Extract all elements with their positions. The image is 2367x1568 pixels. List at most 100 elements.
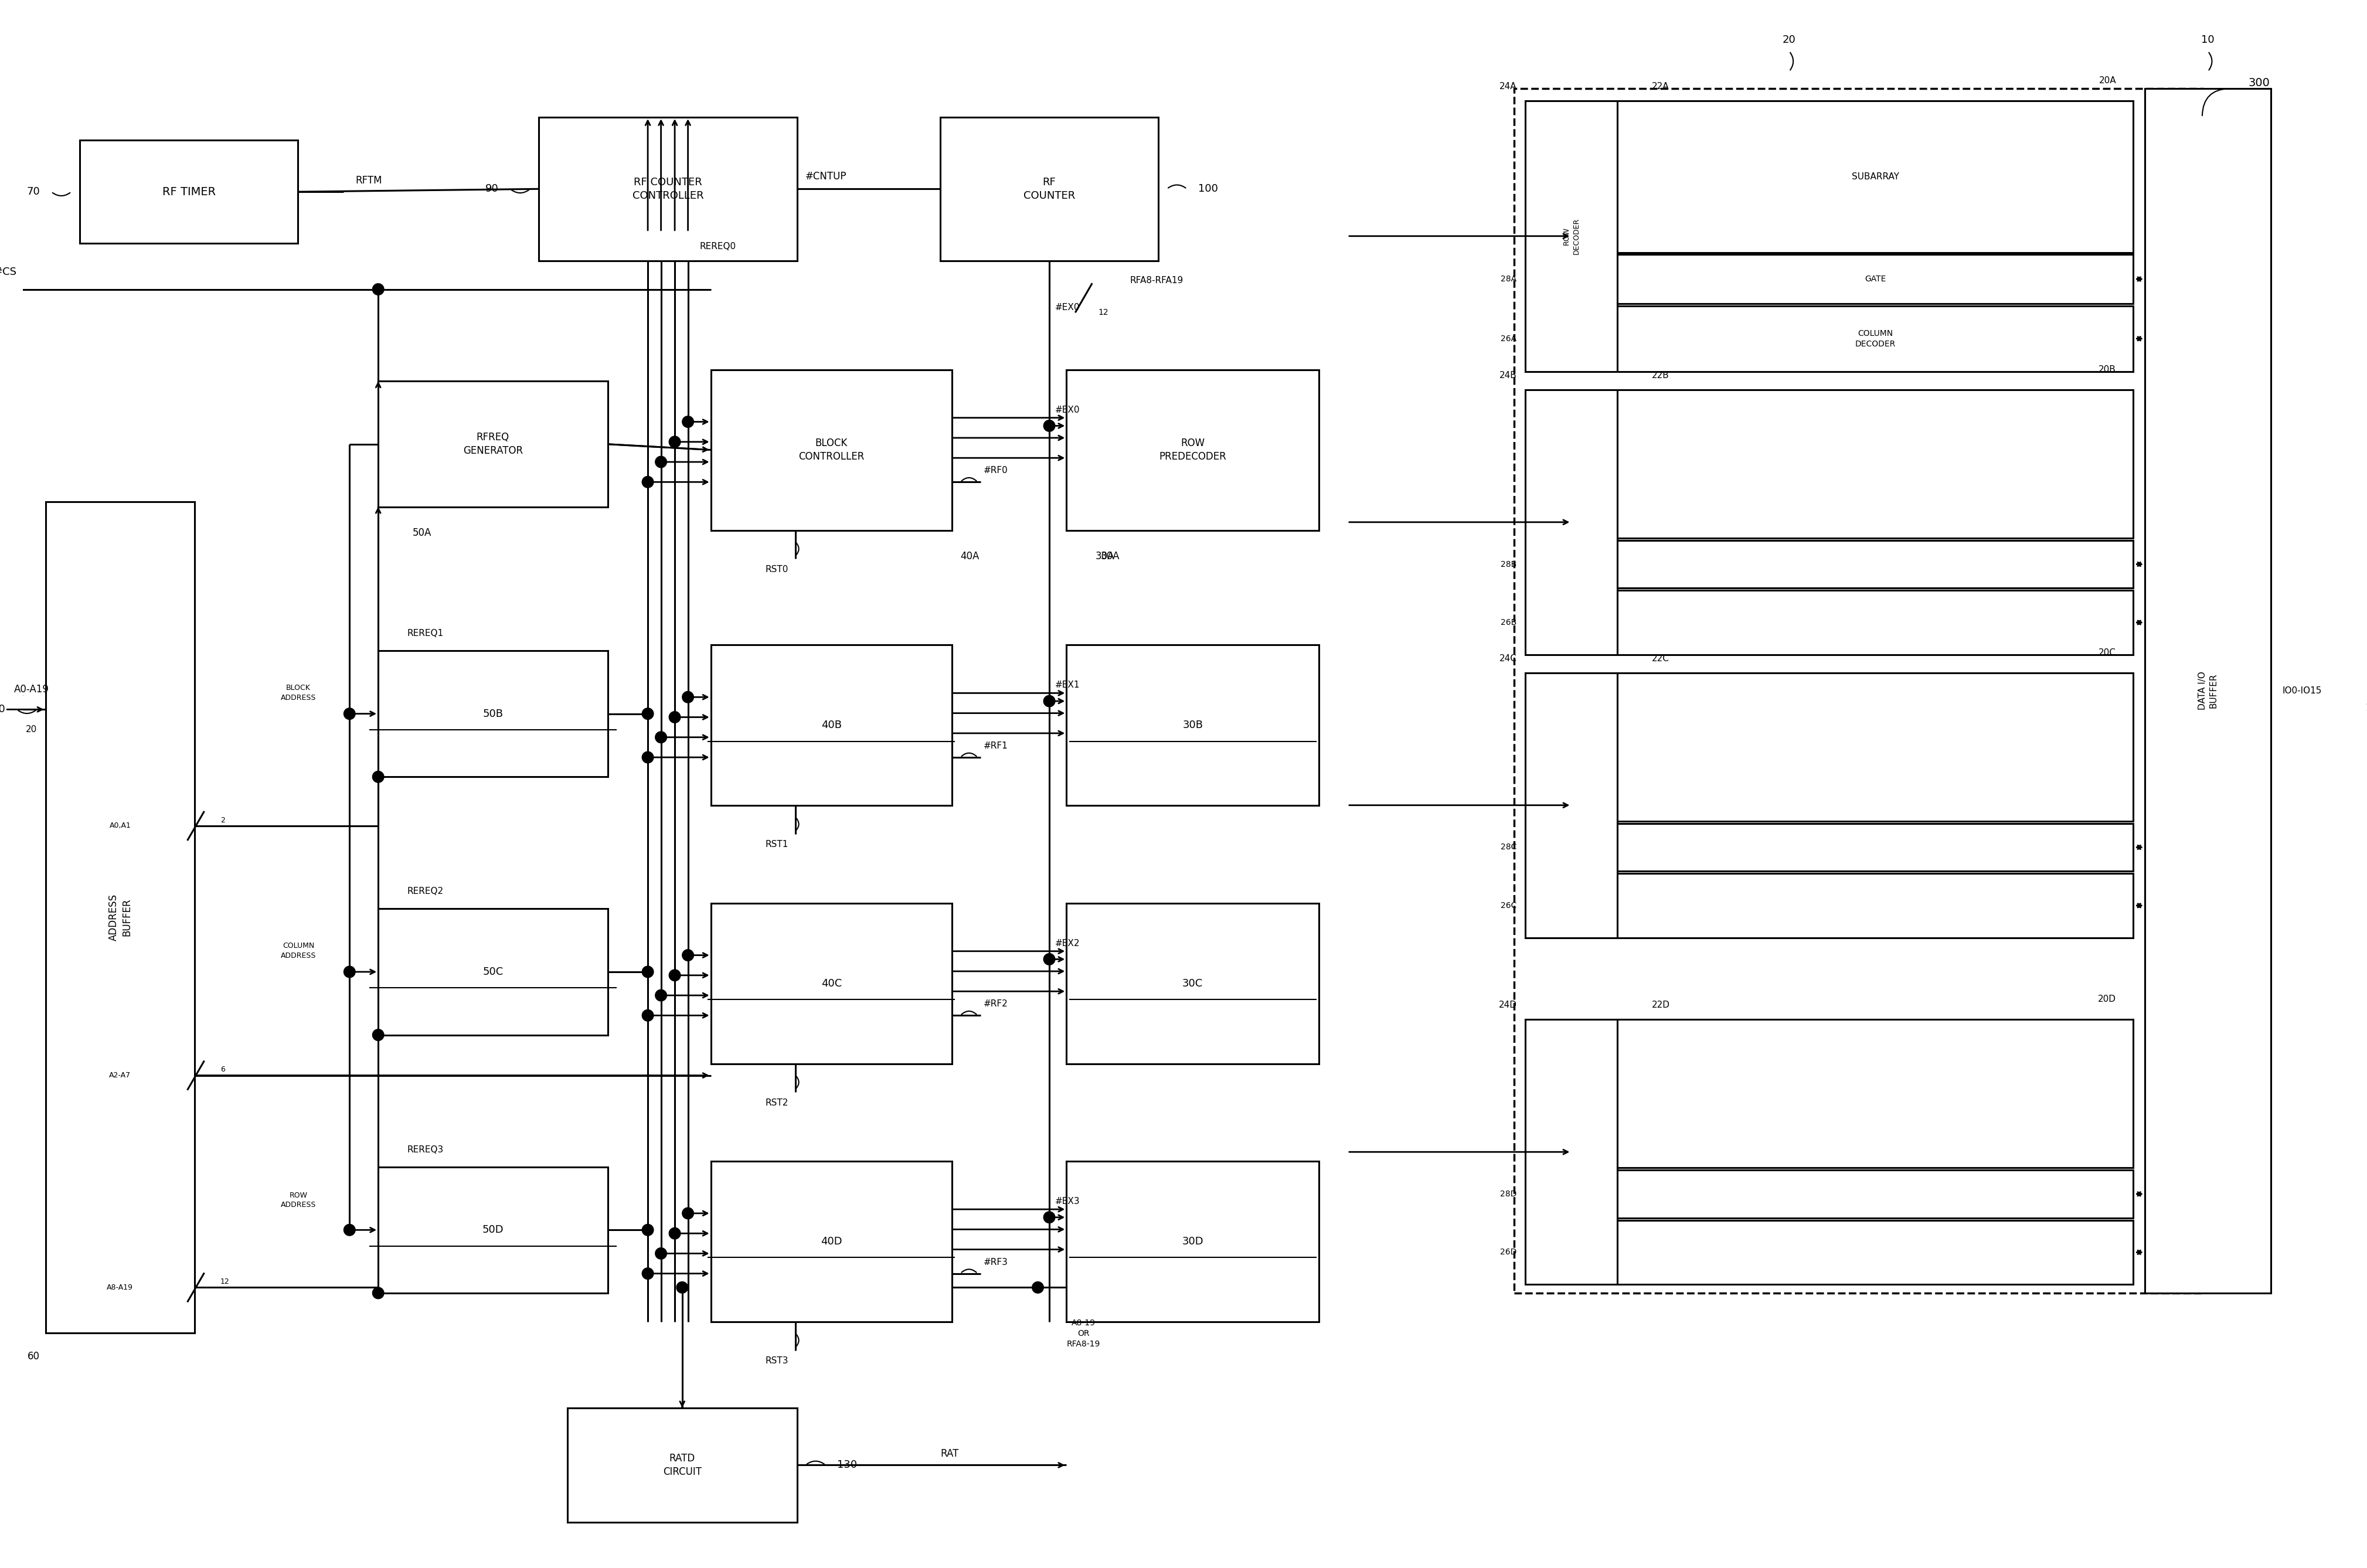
Bar: [1617, 390, 2133, 538]
Text: 28D: 28D: [1501, 1190, 1517, 1198]
Text: 28A: 28A: [1501, 274, 1517, 284]
Text: ROW
DECODER: ROW DECODER: [1562, 218, 1579, 254]
Circle shape: [682, 1207, 694, 1218]
Circle shape: [1044, 1212, 1056, 1223]
Bar: [1524, 100, 1617, 372]
Circle shape: [372, 1029, 383, 1041]
Circle shape: [670, 969, 679, 982]
Text: 20: 20: [1782, 34, 1797, 45]
Text: 50D: 50D: [483, 1225, 504, 1236]
Circle shape: [682, 691, 694, 702]
Text: 20: 20: [26, 724, 38, 734]
Text: BLOCK
CONTROLLER: BLOCK CONTROLLER: [798, 437, 864, 463]
Text: REREQ0: REREQ0: [698, 241, 736, 251]
Text: 2: 2: [220, 817, 225, 823]
Text: 70: 70: [26, 187, 40, 198]
Text: #EX3: #EX3: [1056, 1196, 1079, 1206]
Text: 22B: 22B: [1652, 372, 1669, 379]
Text: 300: 300: [2249, 77, 2270, 88]
Circle shape: [372, 771, 383, 782]
Text: REREQ2: REREQ2: [407, 887, 443, 895]
Circle shape: [372, 1287, 383, 1298]
Text: SUBARRAY: SUBARRAY: [1851, 172, 1898, 180]
Text: 26C: 26C: [1501, 902, 1517, 909]
Circle shape: [343, 966, 355, 977]
Text: ROW
PREDECODER: ROW PREDECODER: [1160, 437, 1226, 463]
Text: #EX0: #EX0: [1056, 406, 1079, 414]
Text: DATA I/O
BUFFER: DATA I/O BUFFER: [2199, 671, 2218, 710]
Text: IO0-IO15: IO0-IO15: [2282, 687, 2322, 695]
Text: RAT: RAT: [940, 1449, 959, 1458]
Circle shape: [641, 709, 653, 720]
Circle shape: [1044, 420, 1056, 431]
Bar: [1617, 673, 2133, 822]
Bar: [379, 1167, 608, 1294]
Text: 24C: 24C: [1498, 654, 1517, 663]
Text: 50C: 50C: [483, 966, 504, 977]
Text: 12: 12: [220, 1278, 230, 1286]
Bar: [940, 118, 1157, 260]
Text: #RF3: #RF3: [982, 1258, 1008, 1267]
Text: 20D: 20D: [2097, 996, 2116, 1004]
Text: 30C: 30C: [1184, 978, 1202, 988]
Bar: [1524, 390, 1617, 655]
Text: RFA8-RFA19: RFA8-RFA19: [1129, 276, 1184, 285]
Bar: [45, 502, 194, 1333]
Text: 26B: 26B: [1501, 618, 1517, 627]
Circle shape: [682, 950, 694, 961]
Text: 20A: 20A: [2100, 77, 2116, 85]
Text: 30D: 30D: [1181, 1236, 1202, 1247]
Text: 28B: 28B: [1501, 560, 1517, 568]
Text: 26D: 26D: [1501, 1248, 1517, 1256]
Text: 22D: 22D: [1652, 1000, 1669, 1010]
Text: 30B: 30B: [1184, 720, 1202, 731]
Bar: [1068, 1162, 1318, 1322]
Text: 24B: 24B: [1498, 372, 1517, 379]
Text: 20C: 20C: [2100, 648, 2116, 657]
Text: GATE: GATE: [1865, 274, 1886, 284]
Bar: [379, 381, 608, 508]
Bar: [1617, 1019, 2133, 1168]
Text: #EX0: #EX0: [1056, 303, 1079, 312]
Text: RF TIMER: RF TIMER: [163, 187, 215, 198]
Text: 130: 130: [838, 1460, 857, 1471]
Text: RFREQ
GENERATOR: RFREQ GENERATOR: [464, 433, 523, 456]
Circle shape: [677, 1281, 689, 1294]
Text: A0,A1: A0,A1: [109, 822, 130, 829]
Circle shape: [1044, 695, 1056, 707]
Circle shape: [641, 1225, 653, 1236]
Text: 50B: 50B: [483, 709, 504, 720]
Bar: [710, 903, 952, 1063]
Circle shape: [682, 416, 694, 428]
Text: A0-A19: A0-A19: [14, 684, 50, 695]
Circle shape: [1032, 1281, 1044, 1294]
Text: 10: 10: [2201, 34, 2216, 45]
Bar: [1617, 254, 2133, 304]
Circle shape: [670, 712, 679, 723]
Text: 24A: 24A: [1498, 82, 1517, 91]
Circle shape: [372, 284, 383, 295]
Text: #RF0: #RF0: [982, 466, 1008, 475]
Bar: [710, 644, 952, 806]
Text: 60: 60: [28, 1352, 40, 1361]
Circle shape: [641, 1269, 653, 1279]
Text: RF COUNTER
CONTROLLER: RF COUNTER CONTROLLER: [632, 177, 703, 201]
Text: 20B: 20B: [2100, 365, 2116, 375]
Text: A8-A19: A8-A19: [107, 1284, 133, 1292]
Circle shape: [641, 477, 653, 488]
Circle shape: [343, 709, 355, 720]
Bar: [379, 909, 608, 1035]
Text: REREQ3: REREQ3: [407, 1145, 443, 1154]
Circle shape: [1044, 953, 1056, 964]
Bar: [1524, 673, 1617, 938]
Text: 22C: 22C: [1652, 654, 1669, 663]
Text: 20: 20: [0, 704, 5, 715]
Bar: [1524, 1019, 1617, 1284]
Circle shape: [656, 456, 667, 467]
Bar: [710, 1162, 952, 1322]
Text: #EX2: #EX2: [1056, 939, 1079, 947]
Bar: [80, 140, 298, 243]
Text: RF
COUNTER: RF COUNTER: [1023, 177, 1075, 201]
Bar: [1617, 1220, 2133, 1284]
Circle shape: [656, 732, 667, 743]
